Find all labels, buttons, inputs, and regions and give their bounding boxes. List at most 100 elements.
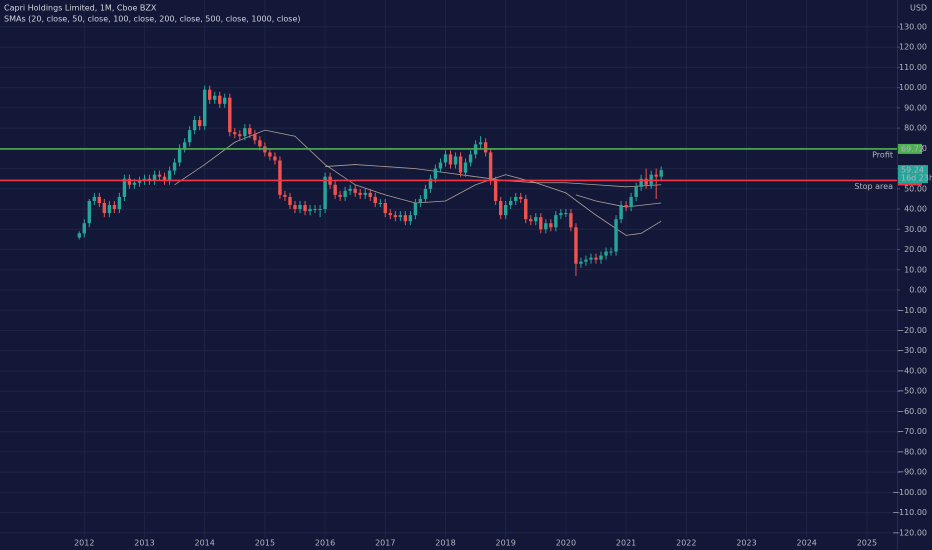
- x-tick-label: 2022: [676, 539, 696, 548]
- candle-body: [614, 219, 618, 252]
- candle-body: [77, 233, 81, 238]
- candle-body: [514, 196, 518, 201]
- y-tick-label: −100.00: [892, 488, 927, 497]
- candle-body: [544, 223, 548, 230]
- candle-body: [253, 134, 257, 141]
- candle-body: [423, 188, 428, 199]
- axes: 130.00120.00110.00100.0090.0080.0070.006…: [74, 22, 932, 547]
- candle-body: [378, 202, 382, 204]
- candle-body: [534, 217, 538, 222]
- candle-body: [187, 130, 192, 143]
- candle-body: [132, 182, 137, 185]
- plot: Profit Stop area: [0, 85, 897, 276]
- candle-body: [122, 178, 127, 197]
- y-tick-label: 110.00: [899, 63, 927, 72]
- candle-body: [408, 215, 413, 222]
- candle-body: [258, 140, 262, 147]
- y-tick-label: 30.00: [904, 225, 927, 234]
- candle-body: [639, 178, 643, 187]
- x-tick-label: 2019: [496, 539, 516, 548]
- y-tick-label: −30.00: [897, 346, 927, 355]
- sma-line: [575, 194, 662, 208]
- y-tick-label: −80.00: [897, 447, 927, 456]
- y-tick-label: −90.00: [897, 468, 927, 477]
- candle-body: [609, 251, 613, 253]
- candle-body: [629, 196, 633, 208]
- level-label: Stop area: [854, 182, 893, 191]
- y-tick-label: −60.00: [897, 407, 927, 416]
- y-tick-label: −110.00: [892, 508, 927, 517]
- price-label-bg: [898, 143, 922, 154]
- candle-body: [503, 205, 508, 216]
- y-tick-label: −50.00: [897, 387, 927, 396]
- price-label: 69.72: [901, 144, 924, 153]
- candle-body: [594, 257, 598, 260]
- candle-body: [599, 255, 603, 260]
- candle-body: [313, 209, 317, 211]
- candle-body: [318, 209, 322, 211]
- grid: [0, 0, 897, 538]
- candle-body: [589, 257, 593, 260]
- candle-body: [197, 120, 202, 127]
- candle-body: [619, 205, 623, 220]
- candle-body: [338, 194, 342, 197]
- candle-body: [213, 95, 217, 100]
- candle-body: [107, 205, 112, 214]
- candle-body: [524, 198, 528, 220]
- sma-line: [174, 129, 662, 236]
- y-tick-label: 10.00: [904, 265, 927, 274]
- candle-body: [167, 170, 172, 181]
- y-tick-label: 90.00: [904, 103, 927, 112]
- y-tick-label: 0.00: [909, 286, 927, 295]
- candle-body: [508, 200, 513, 206]
- candle-body: [529, 219, 533, 222]
- candle-body: [539, 217, 543, 230]
- candle-body: [87, 200, 91, 224]
- candle-body: [333, 184, 337, 195]
- y-tick-label: −120.00: [892, 528, 927, 537]
- candle-body: [117, 196, 122, 210]
- candle-body: [569, 213, 573, 228]
- candle-body: [177, 148, 182, 163]
- y-tick-label: 40.00: [904, 205, 927, 214]
- candle-body: [157, 174, 162, 177]
- candle-body: [202, 89, 207, 127]
- candle-body: [579, 261, 583, 264]
- candle-body: [273, 156, 277, 161]
- candle-body: [468, 154, 473, 163]
- x-tick-label: 2015: [255, 539, 275, 548]
- candle-body: [323, 176, 327, 210]
- candle-body: [358, 192, 362, 195]
- candle-body: [207, 89, 212, 100]
- candle-body: [233, 132, 237, 135]
- candle-body: [308, 209, 312, 212]
- x-tick-label: 2021: [616, 539, 636, 548]
- x-tick-label: 2025: [857, 539, 877, 548]
- candle-body: [413, 202, 418, 216]
- candle-body: [248, 128, 252, 135]
- candle-body: [353, 188, 357, 193]
- candle-body: [293, 205, 297, 210]
- candle-body: [363, 192, 367, 195]
- candle-body: [438, 162, 443, 169]
- candle-body: [463, 162, 468, 173]
- y-tick-label: −20.00: [897, 326, 927, 335]
- x-tick-label: 2012: [74, 539, 94, 548]
- y-tick-label: −70.00: [897, 427, 927, 436]
- candle-body: [182, 142, 187, 149]
- candle-body: [388, 213, 392, 216]
- candle-body: [659, 170, 663, 177]
- candle-body: [398, 215, 403, 218]
- candle-body: [228, 97, 232, 133]
- candle-body: [298, 205, 302, 210]
- candle-body: [268, 152, 272, 157]
- x-tick-label: 2014: [195, 539, 215, 548]
- candle-body: [393, 215, 398, 218]
- last-price-bg: [898, 165, 928, 184]
- candle-body: [428, 178, 433, 189]
- y-tick-label: 80.00: [904, 124, 927, 133]
- candle-body: [343, 190, 347, 197]
- y-tick-label: 120.00: [899, 43, 927, 52]
